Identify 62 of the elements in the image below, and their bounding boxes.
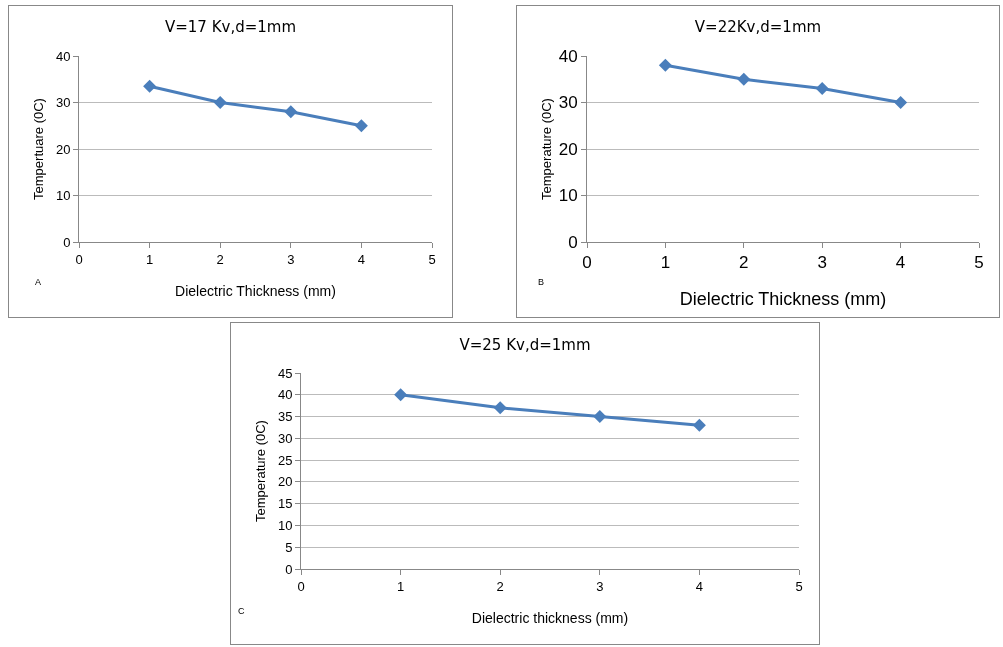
- chart-title: V=22Kv,d=1mm: [694, 18, 822, 37]
- x-tick-label: 2: [496, 578, 504, 594]
- point: [593, 410, 607, 424]
- y-axis-title: Temperature (0C): [253, 420, 268, 522]
- point: [213, 96, 227, 109]
- x-axis-title: Dielectric thickness (mm): [471, 609, 629, 626]
- y-tick-label: 40: [277, 387, 293, 403]
- x-tick-label: 1: [145, 251, 154, 267]
- x-tick-label: 2: [216, 251, 224, 267]
- y-tick-label: 10: [55, 188, 71, 204]
- x-tick-label: 5: [428, 251, 436, 267]
- text: B: [538, 277, 545, 287]
- x-tick-label: 5: [974, 253, 984, 273]
- x-axis-title: Dielectric Thickness (mm): [679, 288, 887, 309]
- y-tick-label: 30: [55, 95, 71, 111]
- y-tick-label: 25: [277, 452, 293, 468]
- point: [894, 96, 908, 109]
- point: [815, 82, 829, 96]
- y-axis-title: Temperature (0C): [539, 98, 554, 200]
- point: [658, 58, 672, 72]
- y-tick-label: 20: [277, 474, 293, 490]
- y-tick-label: 30: [277, 430, 293, 446]
- point: [692, 418, 706, 432]
- x-tick-label: 4: [357, 251, 366, 267]
- y-tick-label: 30: [558, 93, 578, 113]
- y-tick-label: 10: [277, 517, 293, 533]
- x-tick-label: 4: [695, 578, 704, 594]
- y-tick-label: 0: [285, 561, 293, 577]
- y-tick-label: 35: [277, 409, 293, 425]
- point: [737, 72, 751, 86]
- y-tick-label: 20: [558, 139, 578, 159]
- x-axis-title: Dielectric Thickness (mm): [175, 282, 336, 299]
- x-tick-label: 4: [895, 253, 906, 273]
- y-tick-label: 0: [63, 234, 71, 250]
- text: C: [238, 606, 245, 616]
- y-axis-title: Tempertuare (0C): [31, 98, 46, 200]
- point: [354, 119, 368, 133]
- x-tick-label: 3: [287, 251, 295, 267]
- x-tick-label: 0: [582, 253, 592, 273]
- point: [284, 105, 298, 119]
- y-tick-label: 10: [558, 186, 578, 206]
- y-tick-label: 40: [55, 48, 71, 64]
- x-tick-label: 1: [660, 253, 671, 273]
- x-tick-label: 3: [817, 253, 827, 273]
- y-tick-label: 0: [568, 232, 578, 252]
- x-tick-label: 3: [596, 578, 604, 594]
- point: [143, 79, 157, 93]
- x-tick-label: 0: [75, 251, 83, 267]
- y-tick-label: 20: [55, 141, 71, 157]
- y-tick-label: 45: [277, 365, 293, 381]
- chart-title: V=25 Kv,d=1mm: [459, 335, 591, 354]
- point: [493, 401, 507, 415]
- x-tick-label: 1: [396, 578, 405, 594]
- y-tick-label: 15: [277, 496, 293, 512]
- y-tick-label: 40: [558, 46, 578, 66]
- text: A: [35, 277, 42, 287]
- point: [394, 388, 408, 402]
- x-tick-label: 5: [795, 578, 803, 594]
- y-tick-label: 5: [285, 539, 293, 555]
- x-tick-label: 2: [739, 253, 749, 273]
- x-tick-label: 0: [297, 578, 305, 594]
- chart-title: V=17 Kv,d=1mm: [164, 18, 297, 37]
